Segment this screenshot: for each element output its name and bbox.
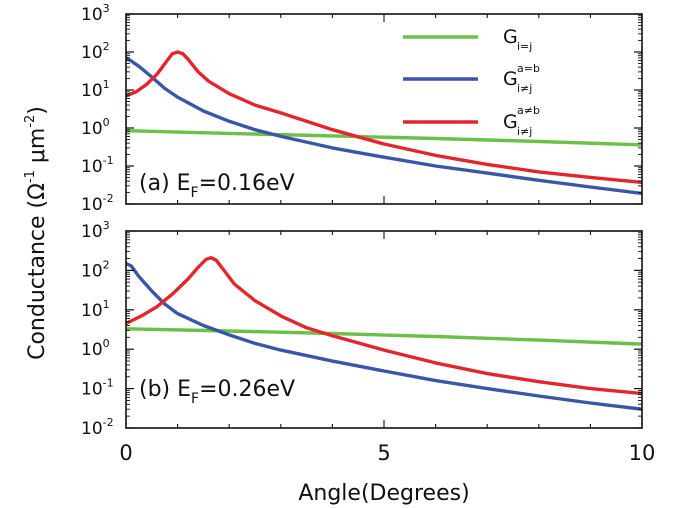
panel-b-label-prefix: (b) E: [139, 377, 191, 402]
panel-0-series-1-line: [125, 56, 643, 196]
legend-symbol: G: [503, 26, 518, 48]
panel-a-label-sub: F: [191, 185, 199, 201]
panel-1-series-1-line: [125, 261, 643, 411]
legend: G i=j G a=b i≠j G a≠b i≠j: [403, 26, 540, 138]
panel-0-series-2-line: [125, 50, 643, 185]
y-tick-label: 10-1: [81, 377, 114, 400]
legend-symbol: G: [503, 111, 518, 133]
y-tick-label: 101: [81, 298, 110, 321]
x-axis-title: Angle(Degrees): [298, 481, 469, 506]
y-tick-label: 102: [81, 40, 110, 63]
y-tick-label: 100: [81, 337, 110, 360]
y-tick-label: 101: [81, 78, 110, 101]
panel-b-label: (b) EF=0.26eV: [139, 377, 295, 407]
panel-b: 103 102 101 100 10-1 10-2 (b) EF=0.26eV: [81, 219, 643, 439]
panel-a: 103 102 101 100 10-1 10-2 (a) EF=0.16eV: [81, 2, 643, 215]
panel-1-series-2-line: [125, 256, 643, 396]
panel-b-label-sub: F: [191, 391, 199, 407]
y-axis-title-main: Conductance (Ω: [25, 183, 50, 360]
y-axis-title-sup2: -2: [23, 115, 38, 128]
panel-a-label: (a) EF=0.16eV: [139, 171, 295, 201]
y-tick-label: 10-1: [81, 154, 114, 177]
y-tick-label: 102: [81, 258, 110, 281]
y-tick-label: 10-2: [81, 192, 114, 215]
panel-0-series-0-line: [125, 129, 643, 147]
legend-superscript: a≠b: [517, 104, 540, 117]
y-tick-label: 103: [81, 2, 110, 25]
legend-symbol: G: [503, 68, 518, 90]
y-axis-title-end: ): [25, 106, 50, 115]
legend-subscript: i=j: [517, 40, 532, 53]
y-axis-title-mid: μm: [25, 128, 50, 170]
legend-entry-g-i-eq-j: G i=j: [403, 26, 532, 53]
legend-superscript: a=b: [517, 62, 540, 75]
y-axis-title-sup1: -1: [23, 170, 38, 183]
panel-b-label-suffix: =0.26eV: [199, 377, 295, 402]
panel-a-label-suffix: =0.16eV: [199, 171, 295, 196]
panel-a-frame: [125, 13, 643, 205]
y-axis-title: Conductance (Ω-1 μm-2): [23, 106, 50, 360]
panel-b-frame: [125, 230, 643, 429]
x-tick-label-5: 5: [377, 441, 390, 465]
y-tick-label: 10-2: [81, 416, 114, 439]
y-tick-label: 100: [81, 116, 110, 139]
panel-a-label-prefix: (a) E: [139, 171, 191, 196]
panel-1-series-0-line: [125, 327, 643, 346]
legend-entry-g-a-neq-b: G a≠b i≠j: [403, 104, 540, 138]
legend-subscript: i≠j: [517, 82, 532, 95]
y-tick-label: 103: [81, 219, 110, 242]
legend-subscript: i≠j: [517, 125, 532, 138]
x-tick-label-10: 10: [629, 441, 656, 465]
x-tick-labels: 0 5 10: [119, 441, 655, 465]
legend-entry-g-a-eq-b: G a=b i≠j: [403, 62, 540, 95]
x-tick-label-0: 0: [119, 441, 132, 465]
